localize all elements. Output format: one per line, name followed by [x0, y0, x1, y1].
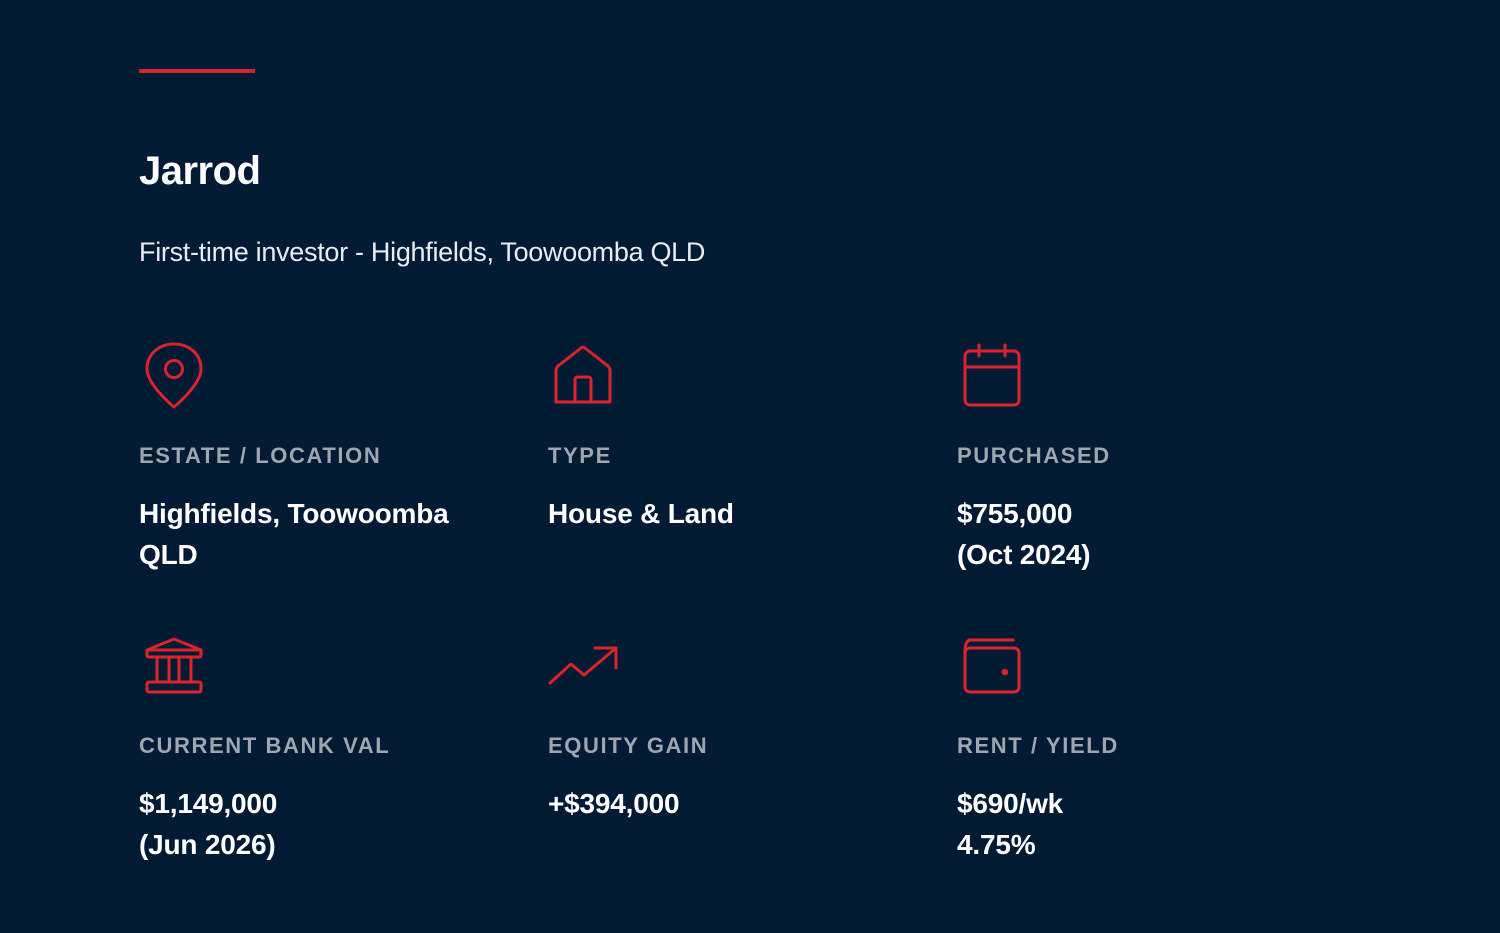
stat-value-line: +$394,000	[548, 788, 680, 819]
stat-value-line: 4.75%	[957, 829, 1036, 860]
stat-value: $1,149,000 (Jun 2026)	[139, 783, 277, 865]
stat-label: ESTATE / LOCATION	[139, 443, 382, 468]
accent-bar	[139, 69, 255, 73]
stat-value-line: House & Land	[548, 498, 734, 529]
investor-name: Jarrod	[139, 149, 261, 193]
stat-label: RENT / YIELD	[957, 733, 1119, 758]
stat-label: CURRENT BANK VAL	[139, 733, 391, 758]
house-icon	[548, 340, 618, 410]
stat-value: +$394,000	[548, 783, 680, 824]
wallet-icon	[957, 630, 1027, 700]
stat-value-line: (Jun 2026)	[139, 829, 276, 860]
stat-value: House & Land	[548, 493, 734, 534]
stat-equity-gain: EQUITY GAIN +$394,000	[548, 630, 908, 819]
investor-subtitle: First-time investor - Highfields, Toowoo…	[139, 237, 706, 267]
trending-up-icon	[548, 630, 618, 700]
stat-rent-yield: RENT / YIELD $690/wk 4.75%	[957, 630, 1317, 860]
stat-value: $690/wk 4.75%	[957, 783, 1063, 865]
stat-label: TYPE	[548, 443, 612, 468]
map-pin-icon	[139, 340, 209, 410]
stat-value-line: $755,000	[957, 498, 1073, 529]
stat-type: TYPE House & Land	[548, 340, 908, 529]
stat-value-line: QLD	[139, 539, 198, 570]
calendar-icon	[957, 340, 1027, 410]
stat-current-bank-val: CURRENT BANK VAL $1,149,000 (Jun 2026)	[139, 630, 499, 860]
stat-label: EQUITY GAIN	[548, 733, 709, 758]
stat-value-line: Highfields, Toowoomba	[139, 498, 449, 529]
stat-location: ESTATE / LOCATION Highfields, Toowoomba …	[139, 340, 499, 570]
stat-value-line: $690/wk	[957, 788, 1064, 819]
bank-icon	[139, 630, 209, 700]
stat-value: Highfields, Toowoomba QLD	[139, 493, 449, 575]
stat-value-line: (Oct 2024)	[957, 539, 1091, 570]
stat-value-line: $1,149,000	[139, 788, 278, 819]
stat-value: $755,000 (Oct 2024)	[957, 493, 1091, 575]
stat-purchased: PURCHASED $755,000 (Oct 2024)	[957, 340, 1317, 570]
stat-label: PURCHASED	[957, 443, 1111, 468]
